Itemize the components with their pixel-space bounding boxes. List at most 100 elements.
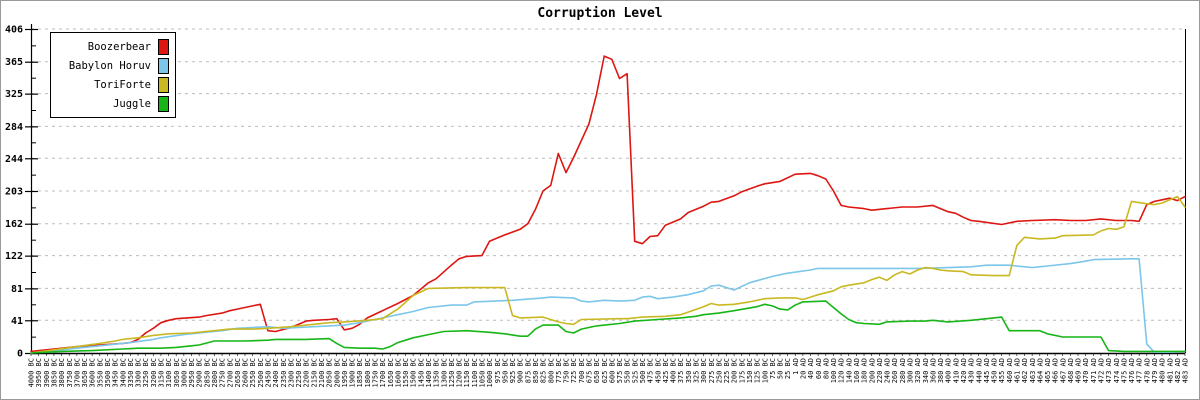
- legend-label-toriforte: ToriForte: [94, 78, 151, 91]
- svg-text:467 AD: 467 AD: [1059, 358, 1067, 383]
- svg-text:203: 203: [5, 187, 23, 198]
- svg-text:600 BC: 600 BC: [608, 358, 616, 383]
- svg-text:2850 BC: 2850 BC: [203, 358, 211, 388]
- svg-text:850 BC: 850 BC: [532, 358, 540, 383]
- svg-text:477 AD: 477 AD: [1136, 358, 1144, 383]
- svg-text:462 AD: 462 AD: [1021, 358, 1029, 383]
- svg-text:1 AD: 1 AD: [792, 358, 800, 375]
- svg-text:3450 BC: 3450 BC: [112, 358, 120, 388]
- legend-item-boozerbear: Boozerbear: [57, 37, 169, 56]
- svg-text:473 AD: 473 AD: [1105, 358, 1113, 383]
- svg-text:1550 BC: 1550 BC: [402, 358, 410, 388]
- svg-text:284: 284: [5, 122, 23, 133]
- svg-text:81: 81: [11, 284, 23, 295]
- chart-title: Corruption Level: [537, 6, 663, 21]
- svg-text:550 BC: 550 BC: [624, 358, 632, 383]
- svg-text:200 AD: 200 AD: [868, 358, 876, 383]
- svg-text:100 BC: 100 BC: [761, 358, 769, 383]
- svg-text:463 AD: 463 AD: [1029, 358, 1037, 383]
- svg-text:250 BC: 250 BC: [715, 358, 723, 383]
- svg-text:2000 BC: 2000 BC: [333, 358, 341, 388]
- svg-text:380 AD: 380 AD: [937, 358, 945, 383]
- svg-text:350 BC: 350 BC: [685, 358, 693, 383]
- svg-text:2700 BC: 2700 BC: [226, 358, 234, 388]
- svg-text:461 AD: 461 AD: [1013, 358, 1021, 383]
- svg-text:875 BC: 875 BC: [524, 358, 532, 383]
- svg-text:120 AD: 120 AD: [838, 358, 846, 383]
- svg-text:481 AD: 481 AD: [1166, 358, 1174, 383]
- svg-text:240 AD: 240 AD: [884, 358, 892, 383]
- svg-text:1150 BC: 1150 BC: [463, 358, 471, 388]
- svg-text:3250 BC: 3250 BC: [142, 358, 150, 388]
- svg-text:0: 0: [17, 349, 23, 360]
- svg-text:474 AD: 474 AD: [1113, 358, 1121, 383]
- svg-text:300 BC: 300 BC: [700, 358, 708, 383]
- svg-text:1850 BC: 1850 BC: [356, 358, 364, 388]
- svg-text:20 AD: 20 AD: [799, 358, 807, 379]
- svg-text:2950 BC: 2950 BC: [188, 358, 196, 388]
- legend-item-toriforte: ToriForte: [57, 75, 169, 94]
- svg-text:2350 BC: 2350 BC: [280, 358, 288, 388]
- svg-text:320 AD: 320 AD: [914, 358, 922, 383]
- svg-text:325 BC: 325 BC: [692, 358, 700, 383]
- legend-label-juggle: Juggle: [113, 97, 151, 110]
- svg-text:3950 BC: 3950 BC: [35, 358, 43, 388]
- svg-text:2600 BC: 2600 BC: [242, 358, 250, 388]
- svg-text:468 AD: 468 AD: [1067, 358, 1075, 383]
- svg-text:3050 BC: 3050 BC: [173, 358, 181, 388]
- legend-swatch-boozerbear: [158, 38, 169, 55]
- svg-text:575 BC: 575 BC: [616, 358, 624, 383]
- svg-text:460 AD: 460 AD: [1006, 358, 1014, 383]
- svg-text:100 AD: 100 AD: [830, 358, 838, 383]
- svg-text:2200 BC: 2200 BC: [303, 358, 311, 388]
- svg-text:410 AD: 410 AD: [952, 358, 960, 383]
- svg-text:1700 BC: 1700 BC: [379, 358, 387, 388]
- svg-text:625 BC: 625 BC: [601, 358, 609, 383]
- svg-text:140 AD: 140 AD: [845, 358, 853, 383]
- svg-text:41: 41: [11, 316, 23, 327]
- svg-text:900 BC: 900 BC: [517, 358, 525, 383]
- svg-text:476 AD: 476 AD: [1128, 358, 1136, 383]
- svg-text:471 AD: 471 AD: [1090, 358, 1098, 383]
- svg-text:3700 BC: 3700 BC: [73, 358, 81, 388]
- svg-text:220 AD: 220 AD: [876, 358, 884, 383]
- svg-text:2150 BC: 2150 BC: [310, 358, 318, 388]
- svg-text:406: 406: [5, 25, 23, 36]
- svg-text:3550 BC: 3550 BC: [96, 358, 104, 388]
- svg-text:500 BC: 500 BC: [639, 358, 647, 383]
- svg-text:2750 BC: 2750 BC: [219, 358, 227, 388]
- legend-swatch-toriforte: [158, 76, 169, 93]
- svg-text:430 AD: 430 AD: [968, 358, 976, 383]
- svg-text:800 BC: 800 BC: [547, 358, 555, 383]
- svg-text:125 BC: 125 BC: [754, 358, 762, 383]
- svg-text:3350 BC: 3350 BC: [127, 358, 135, 388]
- legend-item-juggle: Juggle: [57, 94, 169, 113]
- svg-text:160 AD: 160 AD: [853, 358, 861, 383]
- svg-text:244: 244: [5, 154, 23, 165]
- svg-text:200 BC: 200 BC: [731, 358, 739, 383]
- svg-text:365: 365: [5, 57, 23, 68]
- svg-text:450 BC: 450 BC: [654, 358, 662, 383]
- svg-text:1800 BC: 1800 BC: [364, 358, 372, 388]
- svg-text:1600 BC: 1600 BC: [394, 358, 402, 388]
- svg-text:425 BC: 425 BC: [662, 358, 670, 383]
- svg-text:2100 BC: 2100 BC: [318, 358, 326, 388]
- svg-text:1500 BC: 1500 BC: [410, 358, 418, 388]
- svg-text:455 AD: 455 AD: [998, 358, 1006, 383]
- svg-text:400 AD: 400 AD: [945, 358, 953, 383]
- svg-text:150 BC: 150 BC: [746, 358, 754, 383]
- svg-text:300 AD: 300 AD: [906, 358, 914, 383]
- svg-text:950 BC: 950 BC: [501, 358, 509, 383]
- svg-text:3400 BC: 3400 BC: [119, 358, 127, 388]
- svg-text:750 BC: 750 BC: [563, 358, 571, 383]
- svg-text:475 BC: 475 BC: [647, 358, 655, 383]
- svg-text:60 AD: 60 AD: [815, 358, 823, 379]
- svg-text:3000 BC: 3000 BC: [180, 358, 188, 388]
- svg-text:175 BC: 175 BC: [738, 358, 746, 383]
- svg-text:472 AD: 472 AD: [1098, 358, 1106, 383]
- svg-text:325: 325: [5, 89, 23, 100]
- svg-text:340 AD: 340 AD: [922, 358, 930, 383]
- svg-text:2650 BC: 2650 BC: [234, 358, 242, 388]
- svg-text:400 BC: 400 BC: [670, 358, 678, 383]
